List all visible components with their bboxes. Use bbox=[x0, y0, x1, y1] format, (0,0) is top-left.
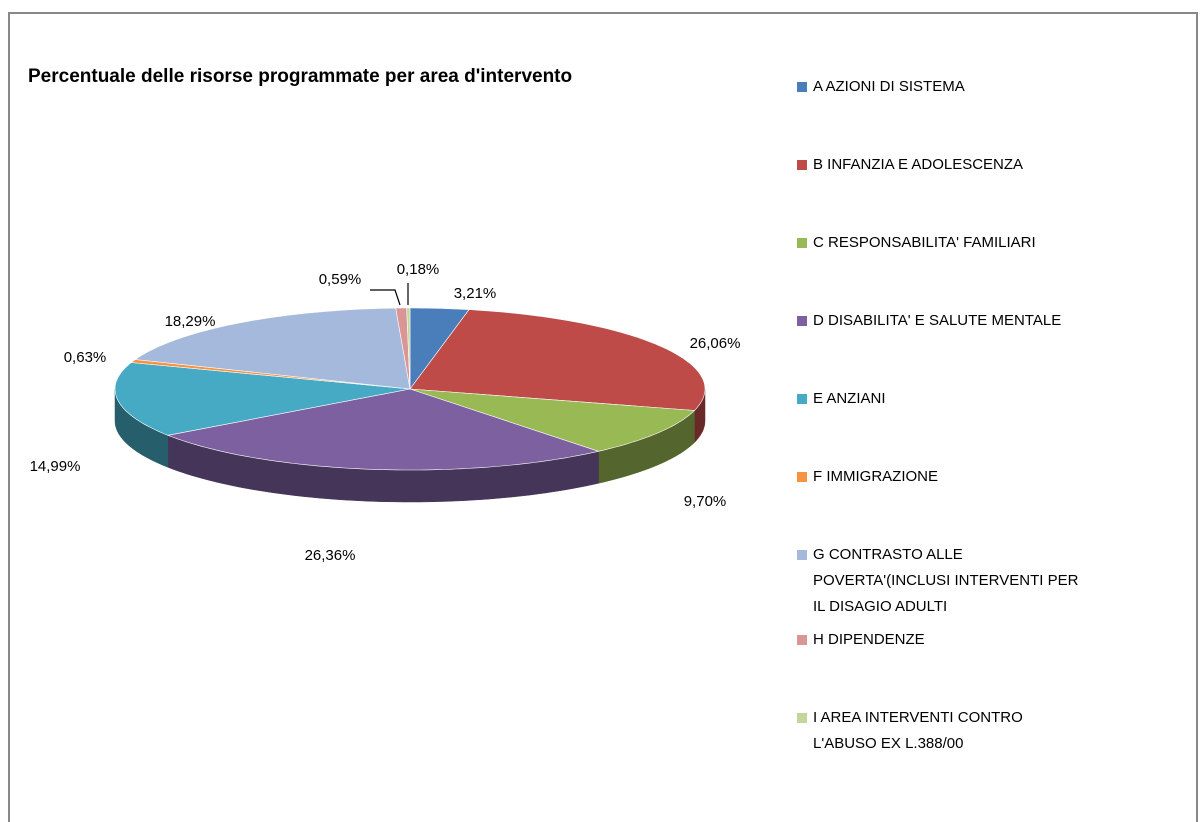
data-label: 18,29% bbox=[165, 313, 216, 330]
slice bbox=[406, 307, 411, 390]
legend-label: E ANZIANI bbox=[813, 390, 886, 407]
slice bbox=[134, 307, 411, 390]
legend-swatch bbox=[797, 160, 807, 170]
data-label: 0,63% bbox=[64, 349, 107, 366]
data-label: 26,36% bbox=[305, 547, 356, 564]
legend-swatch bbox=[797, 713, 807, 723]
legend-label: C RESPONSABILITA' FAMILIARI bbox=[813, 234, 1036, 251]
slice bbox=[409, 388, 696, 452]
slice bbox=[409, 309, 706, 411]
legend-label: F IMMIGRAZIONE bbox=[813, 468, 938, 485]
leader-line bbox=[370, 289, 401, 306]
legend-label: I AREA INTERVENTI CONTRO L'ABUSO EX L.38… bbox=[813, 709, 1023, 752]
legend-swatch bbox=[797, 394, 807, 404]
slice bbox=[114, 362, 411, 436]
data-label: 26,06% bbox=[690, 335, 741, 352]
data-label: 9,70% bbox=[684, 493, 727, 510]
chart-frame bbox=[8, 12, 1198, 822]
legend-label: D DISABILITA' E SALUTE MENTALE bbox=[813, 312, 1062, 329]
legend-swatch bbox=[797, 635, 807, 645]
data-label: 3,21% bbox=[454, 285, 497, 302]
legend-label: B INFANZIA E ADOLESCENZA bbox=[813, 156, 1024, 173]
legend-swatch bbox=[797, 550, 807, 560]
legend-label: A AZIONI DI SISTEMA bbox=[813, 78, 965, 95]
legend-label: H DIPENDENZE bbox=[813, 631, 925, 648]
data-label: 0,59% bbox=[319, 271, 362, 288]
chart-title: Percentuale delle risorse programmate pe… bbox=[28, 66, 573, 87]
legend-swatch bbox=[797, 82, 807, 92]
slice bbox=[166, 388, 600, 471]
legend-swatch bbox=[797, 316, 807, 326]
legend-swatch bbox=[797, 472, 807, 482]
data-label: 14,99% bbox=[30, 458, 81, 475]
legend-label: G CONTRASTO ALLE POVERTA'(INCLUSI INTERV… bbox=[813, 546, 1079, 615]
data-label: 0,18% bbox=[397, 261, 440, 278]
legend-swatch bbox=[797, 238, 807, 248]
